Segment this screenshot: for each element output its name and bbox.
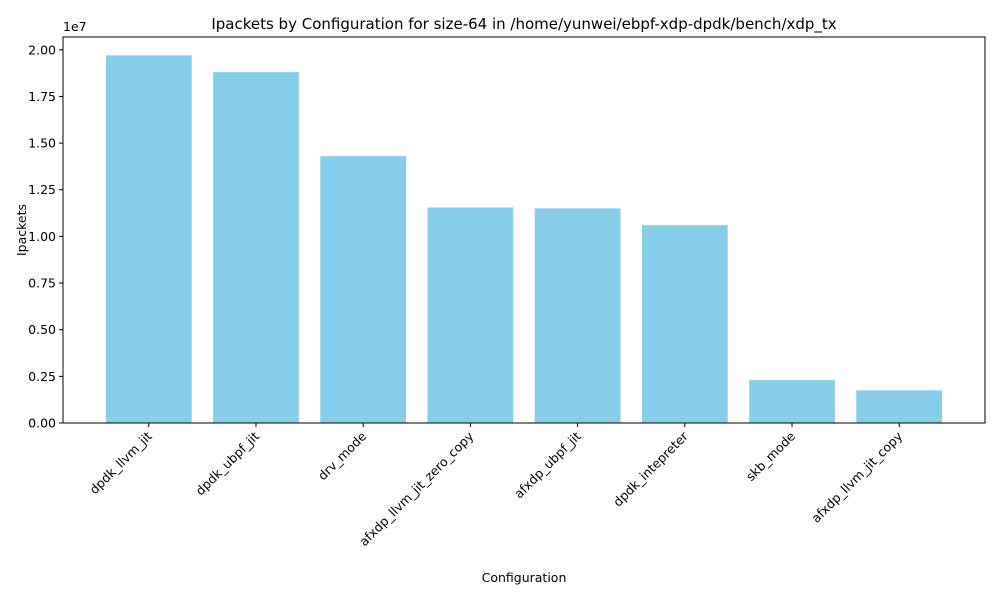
plot-frame	[62, 36, 986, 424]
y-axis-offset-label: 1e7	[63, 19, 87, 34]
y-tick-label: 1.00	[28, 229, 56, 244]
bar-dpdk_intepreter	[641, 225, 728, 423]
x-axis-ticks: dpdk_llvm_jit dpdk_ubpf_jit drv_modeafxdp_…	[86, 423, 906, 549]
y-tick-label: 1.25	[28, 182, 56, 197]
x-tick-label: afxdp_llvm_jit_copy	[808, 428, 906, 526]
x-tick-label: dpdk_ubpf_jit	[192, 428, 262, 498]
bar-drv_mode	[320, 156, 407, 423]
x-tick-label: afxdp_llvm_jit_zero_copy	[356, 428, 477, 549]
y-tick-label: 0.00	[28, 416, 56, 431]
chart-title: Ipackets by Configuration for size-64 in…	[211, 15, 836, 34]
bars	[105, 55, 943, 424]
x-tick-label: skb_mode	[743, 428, 799, 484]
bar-dpdk_llvm_jit	[105, 55, 192, 423]
bar-dpdk_ubpf_jit	[213, 72, 299, 424]
bar-afxdp_ubpf_jit	[534, 208, 621, 423]
x-tick-label: afxdp_ubpf_jit	[511, 428, 584, 501]
y-tick-label: 0.50	[28, 322, 56, 337]
y-axis-label: Ipackets	[14, 204, 29, 256]
x-axis-label: Configuration	[482, 570, 567, 585]
bar-afxdp_llvm_jit_zero_copy	[427, 207, 514, 423]
y-tick-label: 0.25	[28, 369, 56, 384]
y-tick-label: 1.50	[28, 136, 56, 151]
y-tick-label: 1.75	[28, 89, 56, 104]
y-tick-label: 2.00	[28, 42, 56, 57]
bar-afxdp_llvm_jit_copy	[856, 390, 943, 423]
bar-skb_mode	[749, 380, 835, 423]
x-tick-label: drv_mode	[315, 428, 370, 483]
x-tick-label: dpdk_intepreter	[610, 428, 692, 510]
y-tick-label: 0.75	[28, 276, 56, 291]
x-tick-label: dpdk_llvm_jit	[86, 428, 155, 497]
y-axis-ticks: 0.00 0.25 0.50 0.75 1.00 1.25 1.50 1.75 2.00	[28, 42, 63, 431]
